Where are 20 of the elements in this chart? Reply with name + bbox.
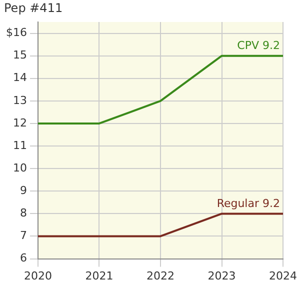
y-tick-label: 16 xyxy=(12,26,27,40)
y-tick-label: 10 xyxy=(12,161,27,174)
y-tick-label: 13 xyxy=(12,94,27,107)
y-tick-label: 7 xyxy=(20,229,27,242)
x-tick-label: 2024 xyxy=(269,269,298,282)
y-tick-label: 14 xyxy=(12,71,27,84)
series-label: CPV 9.2 xyxy=(237,39,280,52)
y-tick-label: 12 xyxy=(12,116,27,130)
x-tick-label: 2022 xyxy=(146,269,174,282)
y-tick-label: 9 xyxy=(20,184,27,197)
y-tick-label: 11 xyxy=(12,138,27,152)
series-label: Regular 9.2 xyxy=(216,197,280,210)
y-tick-label: 8 xyxy=(20,206,27,220)
y-tick-label: 6 xyxy=(20,252,27,265)
chart-title: Pep #411 xyxy=(4,1,63,16)
x-tick-label: 2020 xyxy=(24,269,52,282)
y-tick-label: 15 xyxy=(12,48,27,62)
y-axis-title: $ xyxy=(6,26,13,40)
x-tick-label: 2021 xyxy=(85,269,114,282)
x-tick-label: 2023 xyxy=(208,269,236,282)
